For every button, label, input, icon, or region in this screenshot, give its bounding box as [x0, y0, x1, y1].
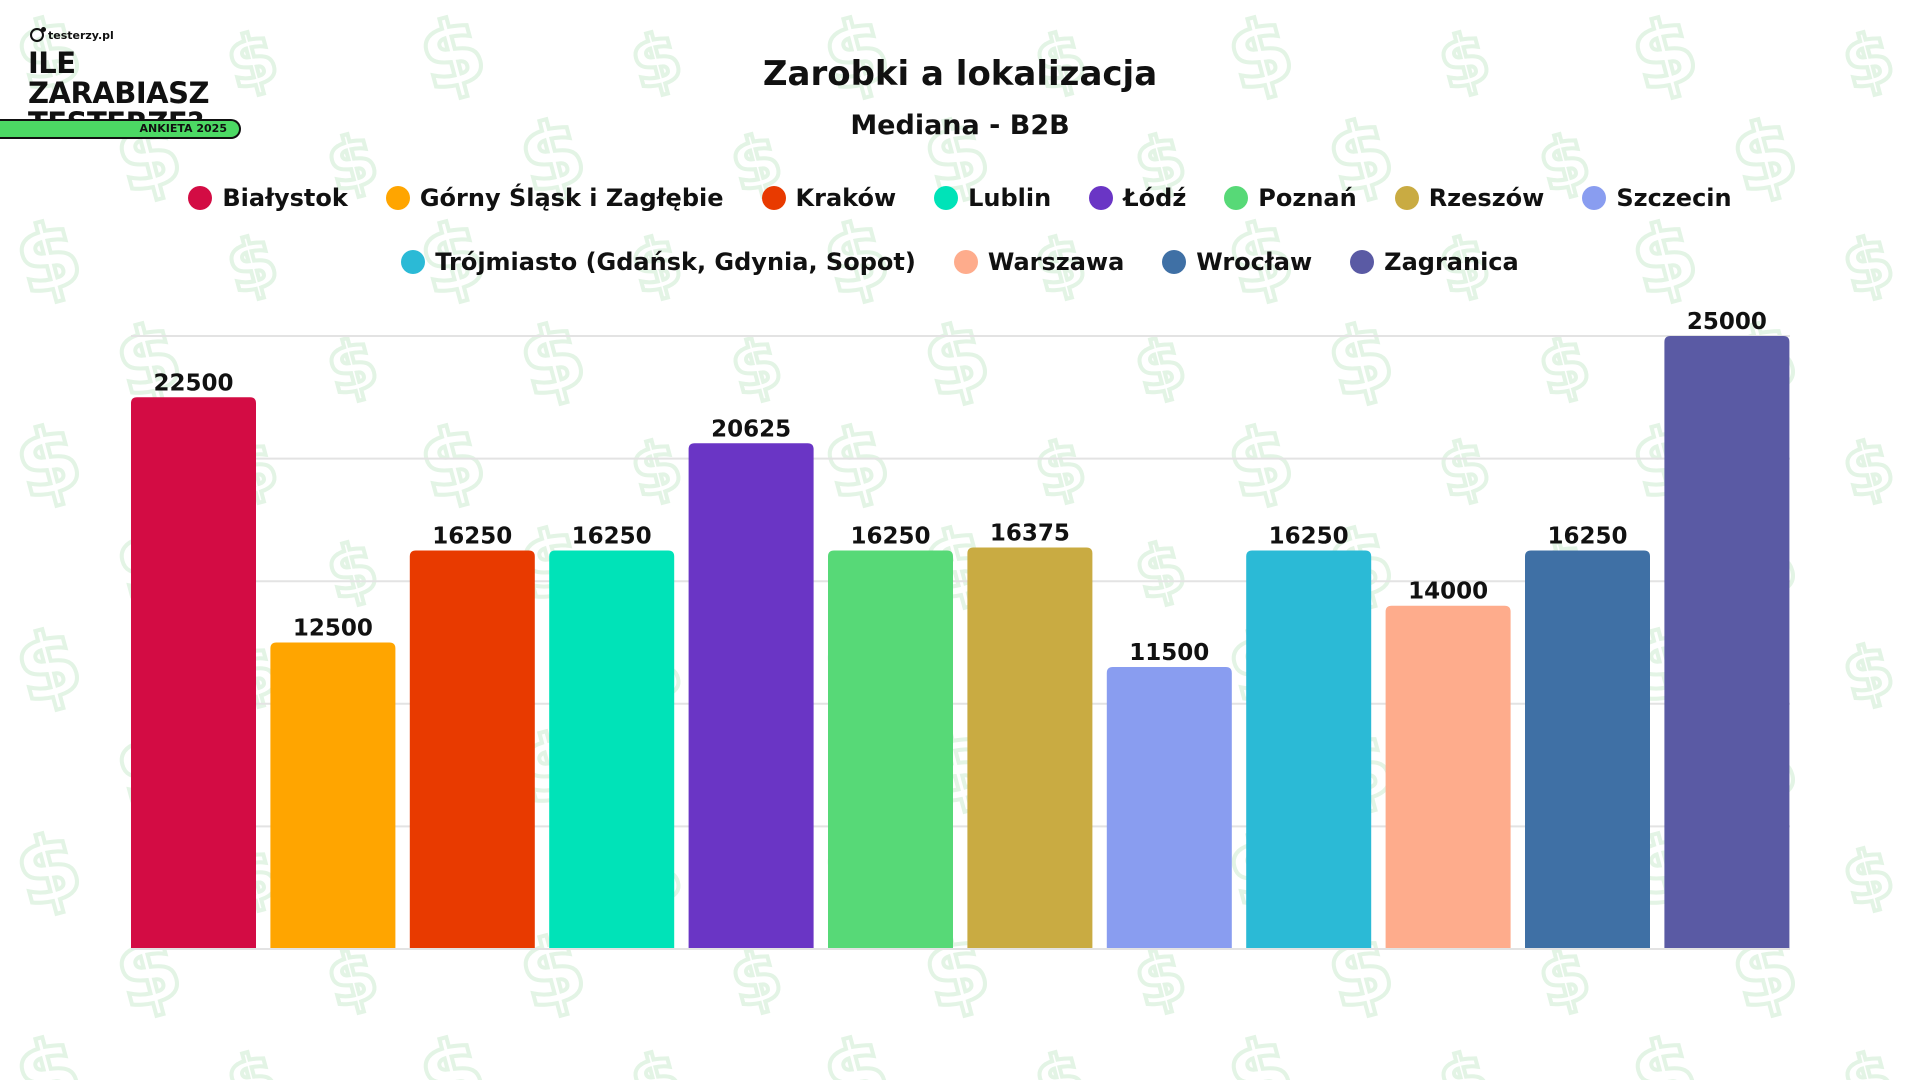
legend-swatch [401, 250, 426, 274]
legend-label: Warszawa [987, 248, 1125, 276]
legend-item: Białystok [188, 184, 348, 212]
legend-label: Białystok [222, 184, 348, 212]
legend-item: Szczecin [1582, 184, 1732, 212]
legend-swatch [188, 186, 213, 210]
bar-value-label: 16250 [1269, 524, 1349, 550]
legend-label: Lublin [968, 184, 1052, 212]
bar [131, 397, 256, 949]
legend-item: Poznań [1224, 184, 1357, 212]
bar-value-label: 16375 [990, 520, 1070, 546]
bar [270, 642, 396, 949]
bar-value-label: 20625 [711, 416, 791, 442]
legend-label: Szczecin [1616, 184, 1732, 212]
bar-value-label: 16250 [1547, 524, 1627, 550]
bar-value-label: 16250 [572, 524, 652, 550]
logo-title-line-1: ILE ZARABIASZ [28, 46, 210, 110]
legend-label: Wrocław [1196, 248, 1313, 276]
legend-item: Rzeszów [1394, 184, 1545, 212]
legend-item: Łódź [1089, 184, 1186, 212]
legend-swatch [1089, 186, 1114, 210]
legend-swatch [1162, 250, 1187, 274]
legend-swatch [1224, 186, 1249, 210]
survey-badge: ANKIETA 2025 [0, 119, 241, 139]
legend-swatch [1394, 186, 1419, 210]
legend-row-1: Białystok Górny Śląsk i Zagłębie Kraków Lub… [0, 184, 1920, 212]
legend-label: Łódź [1123, 184, 1187, 212]
bar-value-label: 25000 [1687, 309, 1767, 335]
legend-swatch [1350, 250, 1375, 274]
bar-value-label: 22500 [153, 370, 233, 396]
logo: testerzy.pl ILE ZARABIASZ TESTERZE? ANKI… [0, 27, 241, 139]
logo-brand-text: testerzy.pl [48, 28, 114, 42]
bar-value-label: 11500 [1129, 640, 1209, 666]
legend-label: Górny Śląsk i Zagłębie [419, 184, 724, 212]
legend-item: Górny Śląsk i Zagłębie [385, 184, 724, 212]
bar [688, 443, 814, 949]
legend-label: Kraków [795, 184, 897, 212]
bar-value-label: 16250 [850, 524, 930, 550]
legend-label: Trójmiasto (Gdańsk, Gdynia, Sopot) [435, 248, 916, 276]
legend-item: Wrocław [1162, 248, 1312, 276]
legend-item: Warszawa [953, 248, 1125, 276]
chart-subtitle: Mediana - B2B [850, 110, 1070, 141]
bar [967, 547, 1093, 949]
legend-item: Kraków [761, 184, 897, 212]
logo-brand: testerzy.pl [30, 27, 218, 42]
bar [828, 550, 953, 949]
legend-item: Zagranica [1350, 248, 1519, 276]
legend-swatch [953, 250, 978, 274]
bar [1525, 550, 1650, 949]
legend-item: Trójmiasto (Gdańsk, Gdynia, Sopot) [401, 248, 916, 276]
bar-value-label: 14000 [1408, 579, 1488, 605]
legend-label: Zagranica [1384, 248, 1519, 276]
legend-label: Rzeszów [1428, 184, 1545, 212]
bar [1106, 667, 1232, 949]
legend-swatch [761, 186, 786, 210]
chart-title: Zarobki a lokalizacja [762, 54, 1158, 94]
legend-item: Lublin [934, 184, 1051, 212]
legend-row-2: Trójmiasto (Gdańsk, Gdynia, Sopot) Warsza… [0, 248, 1920, 276]
bar [549, 550, 675, 949]
bar [409, 550, 535, 949]
legend-swatch [934, 186, 959, 210]
logo-mark-icon [30, 27, 46, 42]
bar-value-label: 12500 [293, 616, 373, 642]
bar-value-label: 16250 [432, 524, 512, 550]
legend-swatch [1582, 186, 1607, 210]
legend-swatch [385, 186, 410, 210]
bar [1246, 550, 1372, 949]
legend-label: Poznań [1258, 184, 1357, 212]
bar [1664, 336, 1790, 949]
bar [1385, 605, 1511, 949]
